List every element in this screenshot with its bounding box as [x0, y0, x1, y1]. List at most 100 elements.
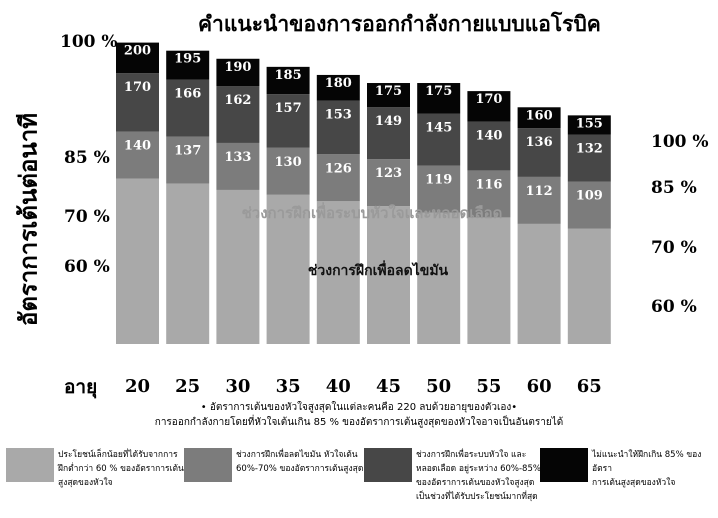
- value-label-70: 123: [375, 166, 402, 181]
- value-label-85: 132: [576, 142, 603, 157]
- value-label-85: 145: [425, 121, 452, 136]
- bar-seg-85-100: [116, 42, 159, 74]
- bar-seg-70-85: [166, 79, 210, 137]
- value-label-85: 166: [174, 87, 201, 102]
- legend-swatch-low: [6, 448, 54, 482]
- x-tick-label: 45: [376, 376, 401, 397]
- bar-seg-60-70: [517, 176, 561, 224]
- legend: ประโยชน์เล็กน้อยที่ได้รับจากการ ฝึกต่ำกว่…: [0, 420, 718, 518]
- value-label-70: 133: [224, 150, 251, 165]
- value-label-100: 185: [275, 68, 302, 83]
- legend-item-low: ประโยชน์เล็กน้อยที่ได้รับจากการ ฝึกต่ำกว่…: [6, 448, 184, 490]
- value-label-100: 170: [475, 92, 502, 107]
- bar-seg-below-60: [266, 194, 310, 344]
- x-tick-label: 40: [326, 376, 351, 397]
- bar-seg-85-100: [367, 83, 410, 108]
- bar-seg-85-100: [517, 107, 561, 129]
- bar-seg-below-60: [517, 223, 561, 344]
- x-tick-label: 35: [276, 376, 301, 397]
- value-label-85: 170: [124, 80, 151, 95]
- value-label-100: 175: [425, 84, 452, 99]
- value-label-70: 126: [325, 161, 352, 176]
- value-label-85: 153: [325, 108, 352, 123]
- legend-text-cardio: ช่วงการฝึกเพื่อระบบหัวใจ และ หลอดเลือด อย…: [416, 450, 541, 502]
- legend-item-cardio: ช่วงการฝึกเพื่อระบบหัวใจ และ หลอดเลือด อย…: [364, 448, 541, 504]
- bar-seg-85-100: [166, 50, 210, 80]
- bar-seg-60-70: [316, 154, 360, 202]
- bar-seg-85-100: [567, 115, 611, 135]
- value-label-70: 112: [526, 184, 553, 199]
- value-label-70: 130: [275, 155, 302, 170]
- bar-seg-60-70: [266, 147, 310, 195]
- value-label-85: 162: [224, 93, 251, 108]
- bar-seg-60-70: [116, 131, 159, 179]
- legend-swatch-cardio: [364, 448, 412, 482]
- chart-title: คำแนะนำของการออกกำลังกายแบบแอโรบิค: [198, 12, 601, 36]
- bar-seg-70-85: [216, 86, 260, 143]
- bar-seg-below-60: [166, 183, 210, 344]
- x-tick-label: 55: [476, 376, 501, 397]
- right-pct-60: 60 %: [651, 297, 697, 317]
- bar-seg-70-85: [116, 73, 159, 132]
- zone-label-cardio: ช่วงการฝึกเพื่อระบบหัวใจและหลอดเลือด: [242, 202, 503, 222]
- value-label-85: 140: [475, 129, 502, 144]
- bar-seg-below-60: [467, 217, 511, 344]
- value-label-70: 109: [576, 189, 603, 204]
- bar-seg-60-70: [367, 159, 410, 207]
- bar-seg-60-70: [166, 136, 210, 184]
- bar-seg-below-60: [567, 228, 611, 344]
- left-pct-100: 100 %: [60, 32, 118, 52]
- right-pct-70: 70 %: [651, 238, 697, 258]
- bar-seg-85-100: [417, 83, 461, 114]
- bar-seg-below-60: [216, 189, 260, 344]
- value-label-70: 119: [425, 173, 452, 188]
- value-label-100: 180: [325, 76, 352, 91]
- bar-seg-60-70: [567, 181, 611, 229]
- legend-item-fat: ช่วงการฝึกเพื่อลดไขมัน หัวใจเต้น 60%-70% …: [184, 448, 363, 482]
- left-pct-85: 85 %: [64, 148, 110, 168]
- right-pct-100: 100 %: [651, 132, 709, 152]
- legend-swatch-fat: [184, 448, 232, 482]
- value-label-100: 155: [576, 116, 603, 131]
- value-label-100: 200: [124, 44, 151, 59]
- bar-seg-70-85: [517, 128, 561, 177]
- bar-seg-85-100: [216, 58, 260, 87]
- bar-seg-below-60: [367, 206, 410, 344]
- left-pct-70: 70 %: [64, 207, 110, 227]
- bar-seg-below-60: [316, 201, 360, 344]
- age-label: อายุ: [64, 376, 98, 398]
- legend-text-max: ไม่แนะนำให้ฝึกเกิน 85% ของอัตรา การเต้นสู…: [592, 450, 702, 488]
- value-label-85: 157: [275, 101, 302, 116]
- bar-seg-70-85: [467, 121, 511, 171]
- value-label-70: 140: [124, 139, 151, 154]
- bar-seg-70-85: [316, 100, 360, 155]
- value-label-100: 175: [375, 84, 402, 99]
- x-tick-label: 60: [527, 376, 552, 397]
- value-label-85: 136: [526, 135, 553, 150]
- bar-seg-below-60: [417, 212, 461, 344]
- legend-swatch-max: [540, 448, 588, 482]
- value-label-70: 116: [475, 177, 502, 192]
- x-tick-label: 50: [426, 376, 451, 397]
- bar-seg-85-100: [316, 74, 360, 101]
- left-pct-60: 60 %: [64, 257, 110, 277]
- bar-seg-60-70: [467, 170, 511, 218]
- bar-seg-70-85: [567, 134, 611, 182]
- x-tick-label: 30: [225, 376, 250, 397]
- legend-text-fat: ช่วงการฝึกเพื่อลดไขมัน หัวใจเต้น 60%-70% …: [236, 450, 364, 474]
- bar-seg-85-100: [467, 91, 511, 122]
- value-label-85: 149: [375, 114, 402, 129]
- x-tick-label: 25: [175, 376, 200, 397]
- note-2: การออกกำลังกายโดยที่หัวใจเต้นเกิน 85 % ข…: [154, 417, 564, 428]
- value-label-70: 137: [174, 143, 201, 158]
- legend-text-low: ประโยชน์เล็กน้อยที่ได้รับจากการ ฝึกต่ำกว่…: [58, 450, 184, 488]
- bar-seg-85-100: [266, 66, 310, 95]
- value-label-100: 190: [224, 60, 251, 75]
- bar-seg-below-60: [116, 178, 159, 344]
- note-1: • อัตราการเต้นของหัวใจสูงสุดในแต่ละคนคือ…: [200, 402, 518, 413]
- y-axis-label: อัตราการเต้นต่อนาที: [14, 112, 43, 327]
- bar-seg-70-85: [367, 107, 410, 160]
- zone-label-fat: ช่วงการฝึกเพื่อลดไขมัน: [308, 260, 449, 279]
- bar-seg-60-70: [216, 142, 260, 190]
